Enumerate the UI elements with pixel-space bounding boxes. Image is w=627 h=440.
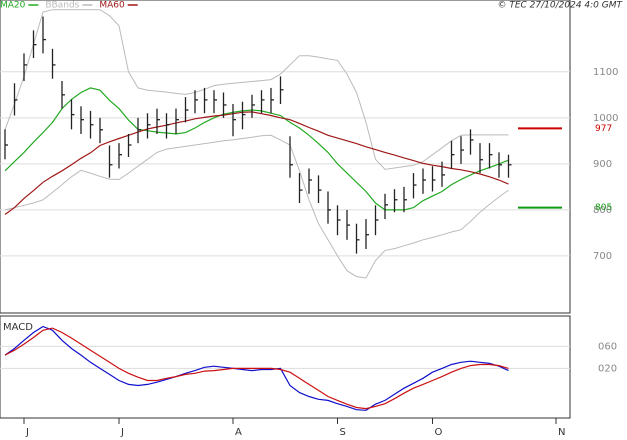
y-tick-label: 020	[598, 363, 617, 374]
price-panel	[0, 0, 571, 314]
x-tick-label: A	[235, 427, 242, 438]
macd-line	[4, 327, 509, 410]
y-tick-label: 900	[593, 159, 612, 170]
copyright: © TEC 27/10/2024 4:0 GMT	[497, 1, 623, 11]
y-tick-label: 060	[598, 341, 617, 352]
ma-line	[4, 87, 509, 211]
band-upper	[4, 9, 509, 170]
y-tick-label: 700	[593, 251, 612, 262]
y-tick-label: 1100	[593, 67, 618, 78]
y-tick-label: 800	[593, 205, 612, 216]
x-tick-label: O	[435, 427, 443, 438]
y-tick-label: 1000	[593, 113, 618, 124]
legend-label: MA60	[99, 1, 125, 11]
x-tick-label: N	[558, 427, 565, 438]
x-tick-label: J	[120, 427, 124, 438]
x-tick-label: J	[25, 427, 29, 438]
macd-panel	[0, 315, 571, 419]
macd-line	[4, 325, 509, 411]
legend-label: MA20	[0, 1, 26, 11]
band-lower	[4, 134, 509, 279]
x-tick-label: S	[340, 427, 346, 438]
legend-label: BBands	[45, 1, 79, 11]
level-label: 977	[595, 124, 612, 134]
macd-title: MACD	[3, 322, 33, 333]
level-label: 805	[595, 203, 612, 213]
ma-line	[4, 111, 509, 215]
